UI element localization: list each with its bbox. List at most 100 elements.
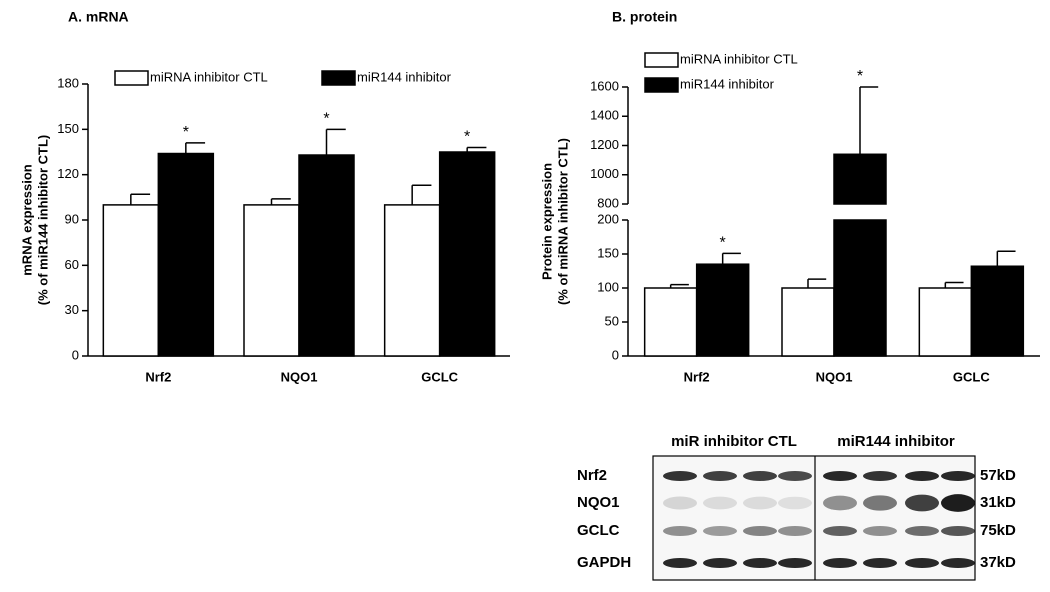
blot-band [941,471,975,481]
error-bar [185,142,206,154]
y-tick-label: 200 [597,211,619,226]
y-tick-label: 1200 [590,137,619,152]
blot-band [941,494,975,512]
bar [157,152,215,357]
bar [643,287,698,357]
blot-band [823,495,857,511]
blot-band [778,471,812,481]
y-tick-label: 1400 [590,108,619,123]
legend-swatch [644,77,679,93]
blot-band [905,558,939,568]
bar [695,263,750,357]
blot-band [863,495,897,511]
blot-band [823,526,857,536]
blot-band [905,494,939,512]
blot-row-label: NQO1 [577,494,620,511]
x-tick-label: GCLC [421,369,458,384]
error-bar [669,283,689,288]
error-bar [325,128,346,156]
y-axis-label: Protein expression [539,163,554,280]
bar [243,204,300,357]
blot-band [743,526,777,536]
bar [383,204,441,357]
error-bar [944,281,964,288]
blot-band [743,471,777,481]
blot-band [778,496,812,510]
legend-swatch [114,70,149,86]
blot-group-label: miR inhibitor CTL [671,433,797,450]
error-bar [721,252,741,265]
legend-label: miR144 inhibitor [680,76,775,91]
blot-band [703,526,737,536]
blot-band [863,558,897,568]
bar [298,154,355,357]
blot-band [941,526,975,536]
y-tick-label: 150 [57,121,79,136]
y-tick-label: 50 [605,313,619,328]
chart-title: A. mRNA [68,9,129,25]
bar [970,265,1025,357]
bar [438,151,496,357]
significance-marker: * [720,235,726,252]
legend-label: miRNA inhibitor CTL [680,51,798,66]
blot-band [743,496,777,510]
y-tick-label: 120 [57,166,79,181]
blot-band [778,526,812,536]
y-tick-label: 150 [597,245,619,260]
error-bar [270,198,291,205]
significance-marker: * [323,111,329,128]
x-tick-label: NQO1 [281,369,318,384]
x-tick-label: Nrf2 [145,369,171,384]
blot-band [941,558,975,568]
blot-row-label: Nrf2 [577,467,607,484]
significance-marker: * [857,68,863,85]
blot-band [663,558,697,568]
error-bar [996,250,1016,267]
chart-title: B. protein [612,9,677,25]
legend-label: miRNA inhibitor CTL [150,69,268,84]
bar [102,204,160,357]
error-bar [130,193,151,205]
error-bar [807,278,827,288]
x-tick-label: Nrf2 [684,369,710,384]
blot-band [703,558,737,568]
y-axis-label: mRNA expression [19,164,34,276]
y-tick-label: 1000 [590,166,619,181]
blot-band [778,558,812,568]
significance-marker: * [183,124,189,141]
y-tick-label: 1600 [590,78,619,93]
blot-band [905,526,939,536]
y-tick-label: 90 [65,211,79,226]
blot-size-label: 31kD [980,494,1016,511]
blot-group-label: miR144 inhibitor [837,433,955,450]
y-axis-label: (% of miR144 inhibitor CTL) [35,135,50,305]
blot-band [703,496,737,510]
y-tick-label: 30 [65,302,79,317]
blot-row-label: GAPDH [577,554,631,571]
y-tick-label: 60 [65,257,79,272]
blot-size-label: 57kD [980,467,1016,484]
y-tick-label: 0 [612,347,619,362]
bar [918,287,973,357]
blot-band [823,471,857,481]
y-axis-label: (% of miRNA inhibitor CTL) [555,138,570,305]
error-bar [466,146,487,152]
significance-marker: * [464,129,470,146]
x-tick-label: NQO1 [816,369,853,384]
bar [833,219,887,357]
blot-band [663,496,697,510]
y-tick-label: 180 [57,75,79,90]
blot-band [703,471,737,481]
error-bar [859,86,879,155]
blot-band [905,471,939,481]
blot-size-label: 37kD [980,554,1016,571]
bar [781,287,835,357]
blot-bands [663,471,975,568]
blot-size-label: 75kD [980,522,1016,539]
legend-swatch [321,70,356,86]
legend-label: miR144 inhibitor [357,69,452,84]
y-tick-label: 0 [72,347,79,362]
x-tick-label: GCLC [953,369,990,384]
bar [833,153,887,205]
